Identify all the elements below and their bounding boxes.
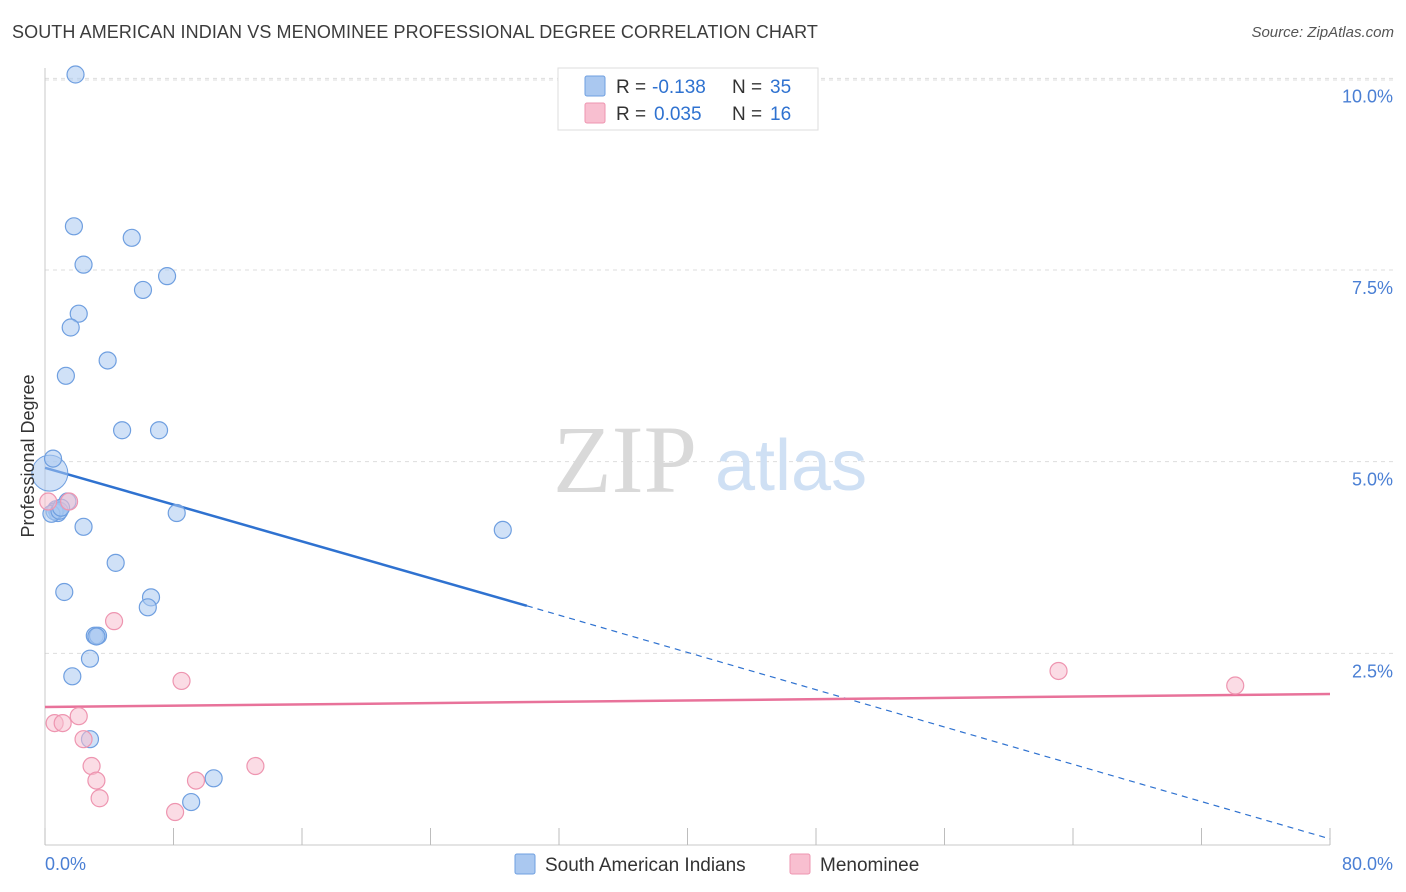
source-label: Source: ZipAtlas.com bbox=[1251, 24, 1394, 41]
point-menominee bbox=[53, 713, 72, 733]
point-menominee bbox=[1226, 676, 1245, 695]
series-legend: South American Indians Menominee bbox=[514, 853, 919, 876]
point-menominee bbox=[172, 671, 191, 691]
trend-line-south-american-indians bbox=[44, 466, 528, 608]
point-menominee bbox=[186, 771, 206, 790]
point-menominee bbox=[69, 707, 88, 726]
trend-line-menominee bbox=[44, 692, 1331, 709]
point-south-american-indians bbox=[112, 421, 132, 440]
point-south-american-indians bbox=[122, 228, 141, 247]
watermark-atlas: atlas bbox=[715, 426, 867, 506]
watermark: ZIP atlas bbox=[553, 406, 867, 513]
stats-legend-swatch-pink bbox=[584, 102, 606, 124]
point-south-american-indians bbox=[74, 517, 93, 536]
point-menominee bbox=[166, 802, 185, 822]
legend-label-menominee: Menominee bbox=[820, 855, 919, 876]
point-south-american-indians bbox=[149, 421, 169, 440]
trend-lines bbox=[44, 466, 1331, 840]
point-south-american-indians bbox=[55, 582, 74, 602]
y-tick-label: 10.0% bbox=[1342, 86, 1393, 106]
stats-n-value-pink: 16 bbox=[770, 104, 791, 125]
point-south-american-indians bbox=[66, 65, 85, 84]
stats-legend: R = -0.138 N = 35 R = 0.035 N = 16 bbox=[557, 67, 819, 131]
legend-swatch-south-american-indians bbox=[514, 853, 536, 875]
y-axis-title: Professional Degree bbox=[18, 374, 38, 537]
stats-n-label-blue: N = bbox=[732, 77, 762, 98]
grid-lines bbox=[45, 77, 1393, 654]
chart-title: SOUTH AMERICAN INDIAN VS MENOMINEE PROFE… bbox=[12, 22, 818, 42]
point-south-american-indians bbox=[133, 280, 153, 300]
legend-swatch-menominee bbox=[789, 853, 811, 875]
point-menominee bbox=[104, 612, 124, 631]
point-menominee bbox=[1049, 661, 1068, 681]
stats-r-value-pink: 0.035 bbox=[654, 104, 702, 125]
point-south-american-indians bbox=[61, 318, 80, 337]
stats-legend-swatch-blue bbox=[584, 75, 606, 97]
stats-n-value-blue: 35 bbox=[770, 77, 791, 98]
point-menominee bbox=[87, 771, 106, 790]
point-south-american-indians bbox=[69, 304, 88, 323]
stats-r-value-blue: -0.138 bbox=[652, 77, 706, 98]
point-menominee bbox=[74, 730, 93, 749]
y-tick-labels: 2.5% 5.0% 7.5% 10.0% bbox=[1342, 86, 1393, 681]
point-south-american-indians bbox=[98, 351, 117, 370]
x-tick-label-max: 80.0% bbox=[1342, 854, 1393, 874]
y-tick-label: 2.5% bbox=[1352, 661, 1393, 681]
stats-n-label-pink: N = bbox=[732, 104, 762, 125]
point-south-american-indians bbox=[43, 449, 63, 468]
y-tick-label: 5.0% bbox=[1352, 470, 1393, 490]
watermark-zip: ZIP bbox=[553, 406, 697, 513]
point-south-american-indians bbox=[64, 217, 84, 236]
point-menominee bbox=[246, 756, 265, 776]
legend-label-south-american-indians: South American Indians bbox=[545, 855, 746, 876]
point-menominee bbox=[39, 492, 58, 511]
point-south-american-indians bbox=[87, 627, 106, 646]
point-menominee bbox=[59, 492, 79, 511]
point-south-american-indians bbox=[493, 520, 512, 540]
stats-r-label-pink: R = bbox=[616, 104, 646, 125]
x-ticks bbox=[44, 828, 1331, 845]
trend-line-extension-south-american-indians bbox=[526, 605, 1331, 840]
point-south-american-indians bbox=[56, 366, 75, 385]
point-menominee bbox=[90, 789, 109, 808]
data-points bbox=[31, 65, 1245, 822]
x-tick-label-min: 0.0% bbox=[45, 854, 86, 874]
point-south-american-indians bbox=[157, 267, 177, 286]
point-south-american-indians bbox=[182, 792, 201, 812]
point-south-american-indians bbox=[63, 667, 82, 686]
point-south-american-indians bbox=[138, 598, 157, 617]
stats-r-label-blue: R = bbox=[616, 77, 646, 98]
point-south-american-indians bbox=[106, 553, 125, 572]
y-tick-label: 7.5% bbox=[1352, 278, 1393, 298]
point-south-american-indians bbox=[204, 769, 223, 788]
point-south-american-indians bbox=[167, 503, 186, 523]
point-south-american-indians bbox=[80, 649, 100, 668]
point-south-american-indians bbox=[74, 255, 93, 274]
